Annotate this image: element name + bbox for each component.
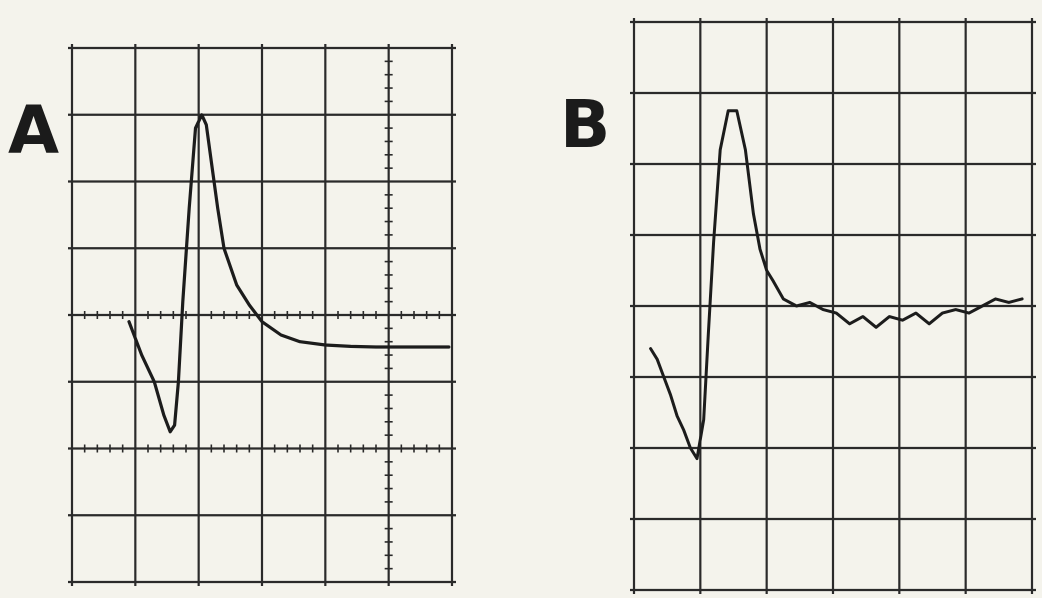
panel-label-a: A [8,92,60,169]
panel-label-b: B [560,86,611,163]
trace-line-a [127,113,451,434]
oscilloscope-panel-a [68,44,456,586]
trace-line-b [649,109,1024,461]
oscilloscope-panel-b [630,18,1036,594]
